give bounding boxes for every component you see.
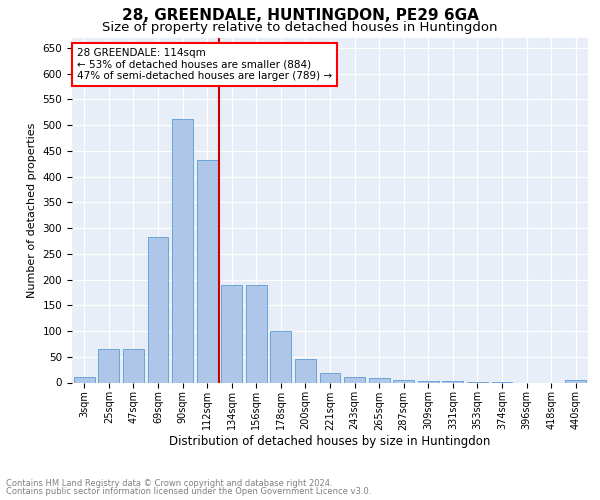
Bar [74, 378, 95, 382]
Text: Contains public sector information licensed under the Open Government Licence v3: Contains public sector information licen… [6, 487, 371, 496]
Bar [393, 380, 414, 382]
Bar [295, 359, 316, 382]
Bar [123, 349, 144, 382]
Bar [221, 284, 242, 382]
Bar [344, 378, 365, 382]
Text: Size of property relative to detached houses in Huntingdon: Size of property relative to detached ho… [102, 21, 498, 34]
Bar [148, 238, 169, 382]
Bar [197, 160, 218, 382]
Bar [172, 119, 193, 382]
Bar [320, 373, 340, 382]
Bar [98, 349, 119, 382]
Text: 28, GREENDALE, HUNTINGDON, PE29 6GA: 28, GREENDALE, HUNTINGDON, PE29 6GA [122, 8, 478, 22]
X-axis label: Distribution of detached houses by size in Huntingdon: Distribution of detached houses by size … [169, 435, 491, 448]
Bar [565, 380, 586, 382]
Bar [271, 331, 292, 382]
Text: Contains HM Land Registry data © Crown copyright and database right 2024.: Contains HM Land Registry data © Crown c… [6, 478, 332, 488]
Text: 28 GREENDALE: 114sqm
← 53% of detached houses are smaller (884)
47% of semi-deta: 28 GREENDALE: 114sqm ← 53% of detached h… [77, 48, 332, 81]
Y-axis label: Number of detached properties: Number of detached properties [27, 122, 37, 298]
Bar [368, 378, 389, 382]
Bar [246, 284, 267, 382]
